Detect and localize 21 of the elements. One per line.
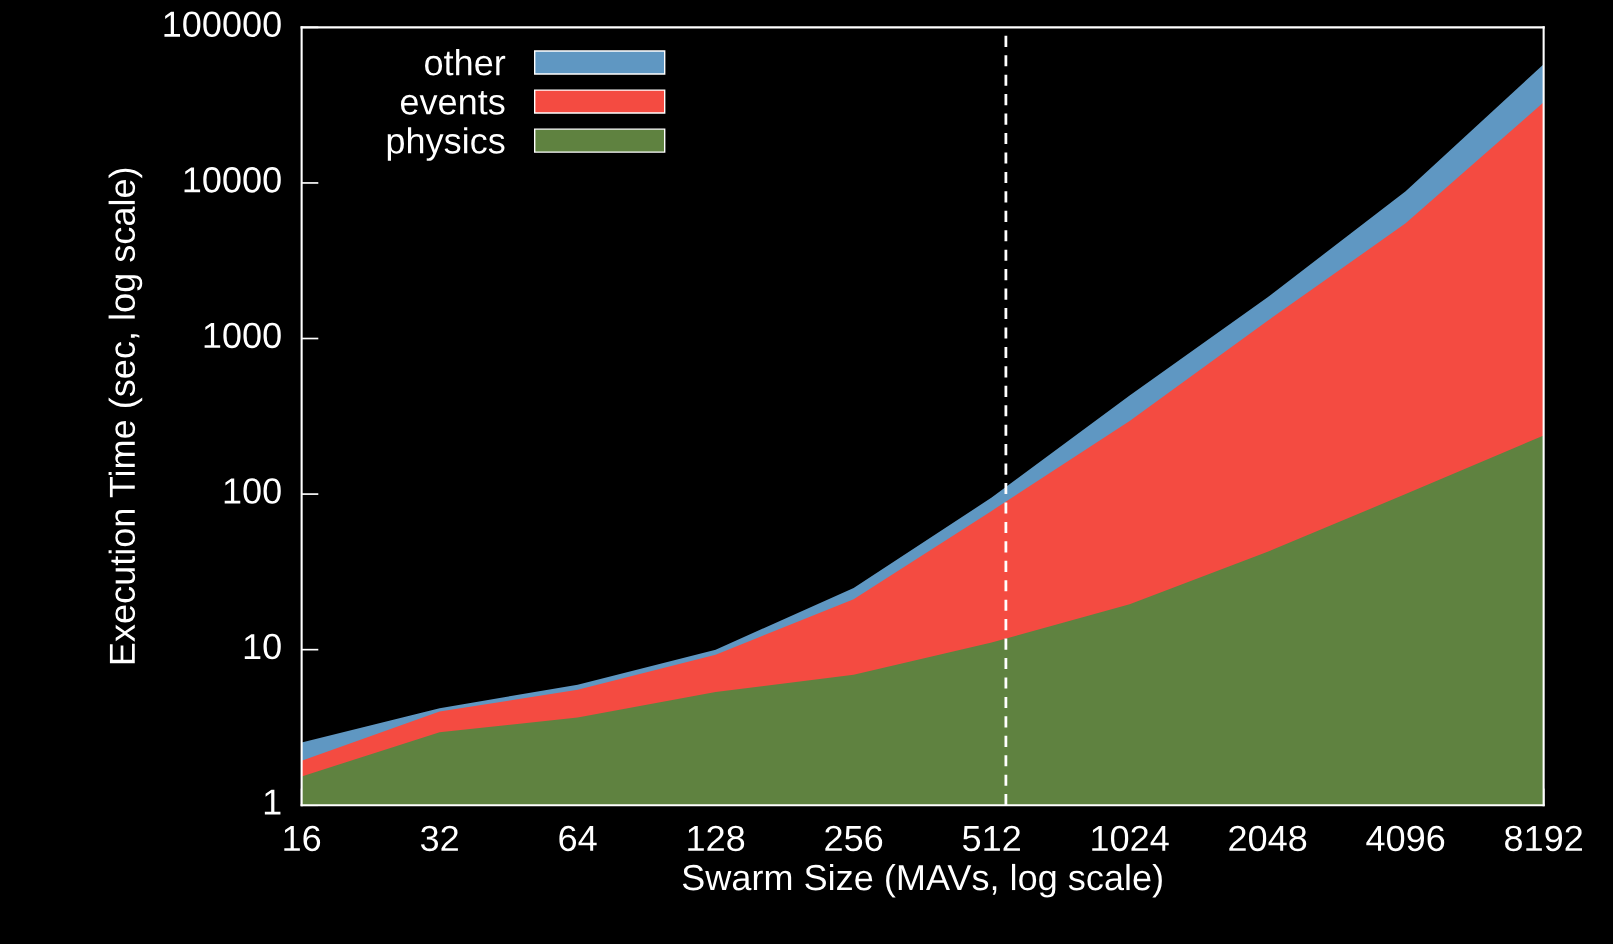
x-tick-label: 512 xyxy=(962,825,1020,852)
x-tick-label: 16 xyxy=(284,825,321,852)
y-tick-label: 10000 xyxy=(184,167,281,193)
x-tick-label: 8192 xyxy=(1505,825,1582,852)
y-tick-label: 1 xyxy=(264,789,281,815)
x-tick-label: 4096 xyxy=(1366,825,1445,852)
x-tick-label: 64 xyxy=(559,825,597,852)
y-tick-label: 100000 xyxy=(164,11,281,38)
x-axis-title: Swarm Size (MAVs, log scale) xyxy=(682,863,1162,898)
legend-label: physics xyxy=(387,127,505,161)
x-tick-label: 256 xyxy=(825,825,883,852)
x-tick-label: 1024 xyxy=(1092,825,1169,852)
y-tick-label: 1000 xyxy=(204,322,281,349)
y-tick-label: 10 xyxy=(244,633,281,660)
legend-label: events xyxy=(400,90,505,115)
x-tick-label: 2048 xyxy=(1229,825,1307,852)
x-tick-label: 128 xyxy=(688,825,745,852)
y-tick-label: 100 xyxy=(224,478,281,504)
x-tick-label: 32 xyxy=(420,825,458,852)
y-axis-title: Execution Time (sec, log scale) xyxy=(108,168,143,664)
legend-label: other xyxy=(425,49,506,76)
